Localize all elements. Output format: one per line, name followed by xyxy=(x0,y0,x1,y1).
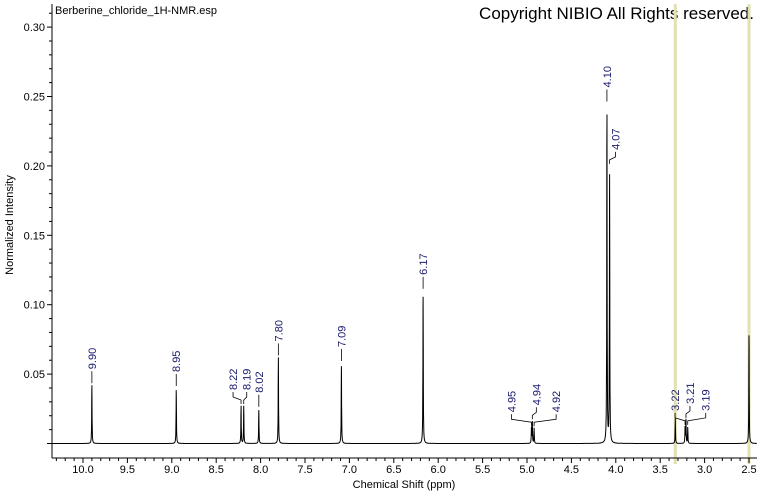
x-tick-label: 6.5 xyxy=(386,464,401,476)
peak-label-leader xyxy=(687,412,707,425)
peak-label: 8.19 xyxy=(242,369,254,390)
peak-label: 8.95 xyxy=(171,351,183,372)
x-tick-label: 5.5 xyxy=(475,464,490,476)
x-tick-label: 10.0 xyxy=(72,464,93,476)
x-axis-label: Chemical Shift (ppm) xyxy=(353,479,456,491)
peak-label: 8.22 xyxy=(228,369,240,390)
peak-label: 4.10 xyxy=(602,66,614,87)
x-tick-label: 6.0 xyxy=(431,464,446,476)
x-tick-label: 5.0 xyxy=(519,464,534,476)
peak-label-leader xyxy=(531,407,537,420)
peak-label: 6.17 xyxy=(418,253,430,274)
x-tick-label: 3.5 xyxy=(653,464,668,476)
x-tick-label: 3.0 xyxy=(697,464,712,476)
peak-label: 3.22 xyxy=(670,389,682,410)
y-tick-label: 0.15 xyxy=(24,230,45,242)
peak-label: 8.02 xyxy=(254,371,266,392)
y-axis-label: Normalized Intensity xyxy=(4,175,16,275)
peak-label: 9.90 xyxy=(87,348,99,369)
peak-label-leader xyxy=(243,392,248,405)
x-tick-label: 8.0 xyxy=(253,464,268,476)
x-tick-label: 9.5 xyxy=(120,464,135,476)
peak-label-leader xyxy=(674,412,686,425)
peak-label: 4.95 xyxy=(506,391,518,412)
peak-label: 4.07 xyxy=(611,128,623,149)
spectrum-line xyxy=(51,114,757,444)
x-tick-label: 8.5 xyxy=(209,464,224,476)
peak-label-leader xyxy=(511,414,532,427)
peak-label-leader xyxy=(232,392,242,405)
x-tick-label: 2.5 xyxy=(741,464,756,476)
y-tick-label: 0.10 xyxy=(24,300,45,312)
peak-label: 4.94 xyxy=(531,384,543,405)
x-tick-label: 7.5 xyxy=(297,464,312,476)
x-tick-label: 9.0 xyxy=(164,464,179,476)
copyright-notice: Copyright NIBIO All Rights reserved. xyxy=(479,4,754,23)
y-tick-label: 0.30 xyxy=(24,22,45,34)
file-title: Berberine_chloride_1H-NMR.esp xyxy=(55,5,218,17)
peak-label: 7.80 xyxy=(273,320,285,341)
y-tick-label: 0.05 xyxy=(24,369,45,381)
y-tick-label: 0.25 xyxy=(24,92,45,104)
peak-label: 3.19 xyxy=(701,389,713,410)
peak-label-leader xyxy=(685,405,691,418)
peak-label: 3.21 xyxy=(685,382,697,403)
peak-label: 4.92 xyxy=(551,391,563,412)
peak-label-leader xyxy=(609,151,616,164)
x-tick-label: 7.0 xyxy=(342,464,357,476)
peak-label: 7.09 xyxy=(336,326,348,347)
x-tick-label: 4.0 xyxy=(608,464,623,476)
x-tick-label: 4.5 xyxy=(564,464,579,476)
y-tick-label: 0.20 xyxy=(24,161,45,173)
peak-label-leader xyxy=(533,414,557,427)
